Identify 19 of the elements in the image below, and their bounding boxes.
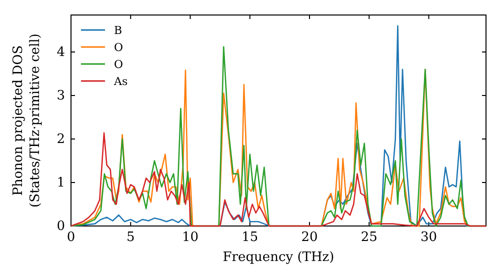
line-series bbox=[70, 132, 487, 227]
legend-label: O bbox=[114, 41, 124, 54]
x-tick-label: 10 bbox=[182, 230, 199, 246]
legend-label: B bbox=[114, 24, 122, 37]
legend-label: As bbox=[113, 75, 128, 88]
y-tick-label: 2 bbox=[56, 132, 65, 148]
y-tick-label: 3 bbox=[56, 88, 65, 104]
x-tick-label: 15 bbox=[242, 230, 258, 246]
x-axis-title: Frequency (THz) bbox=[222, 250, 334, 265]
x-tick-label: 30 bbox=[420, 230, 438, 246]
y-tick-label: 1 bbox=[56, 176, 65, 191]
legend-label: O bbox=[114, 58, 124, 71]
y-axis-title: Phonon projected DOS (States/THz·primitive cell) bbox=[11, 33, 43, 208]
x-tick-label: 20 bbox=[301, 230, 318, 246]
x-tick-label: 25 bbox=[360, 230, 378, 246]
x-tick-label: 5 bbox=[126, 230, 135, 246]
y-tick-label: 0 bbox=[56, 219, 65, 234]
y-tick-label: 4 bbox=[56, 45, 65, 60]
x-tick-label: 0 bbox=[66, 230, 76, 246]
